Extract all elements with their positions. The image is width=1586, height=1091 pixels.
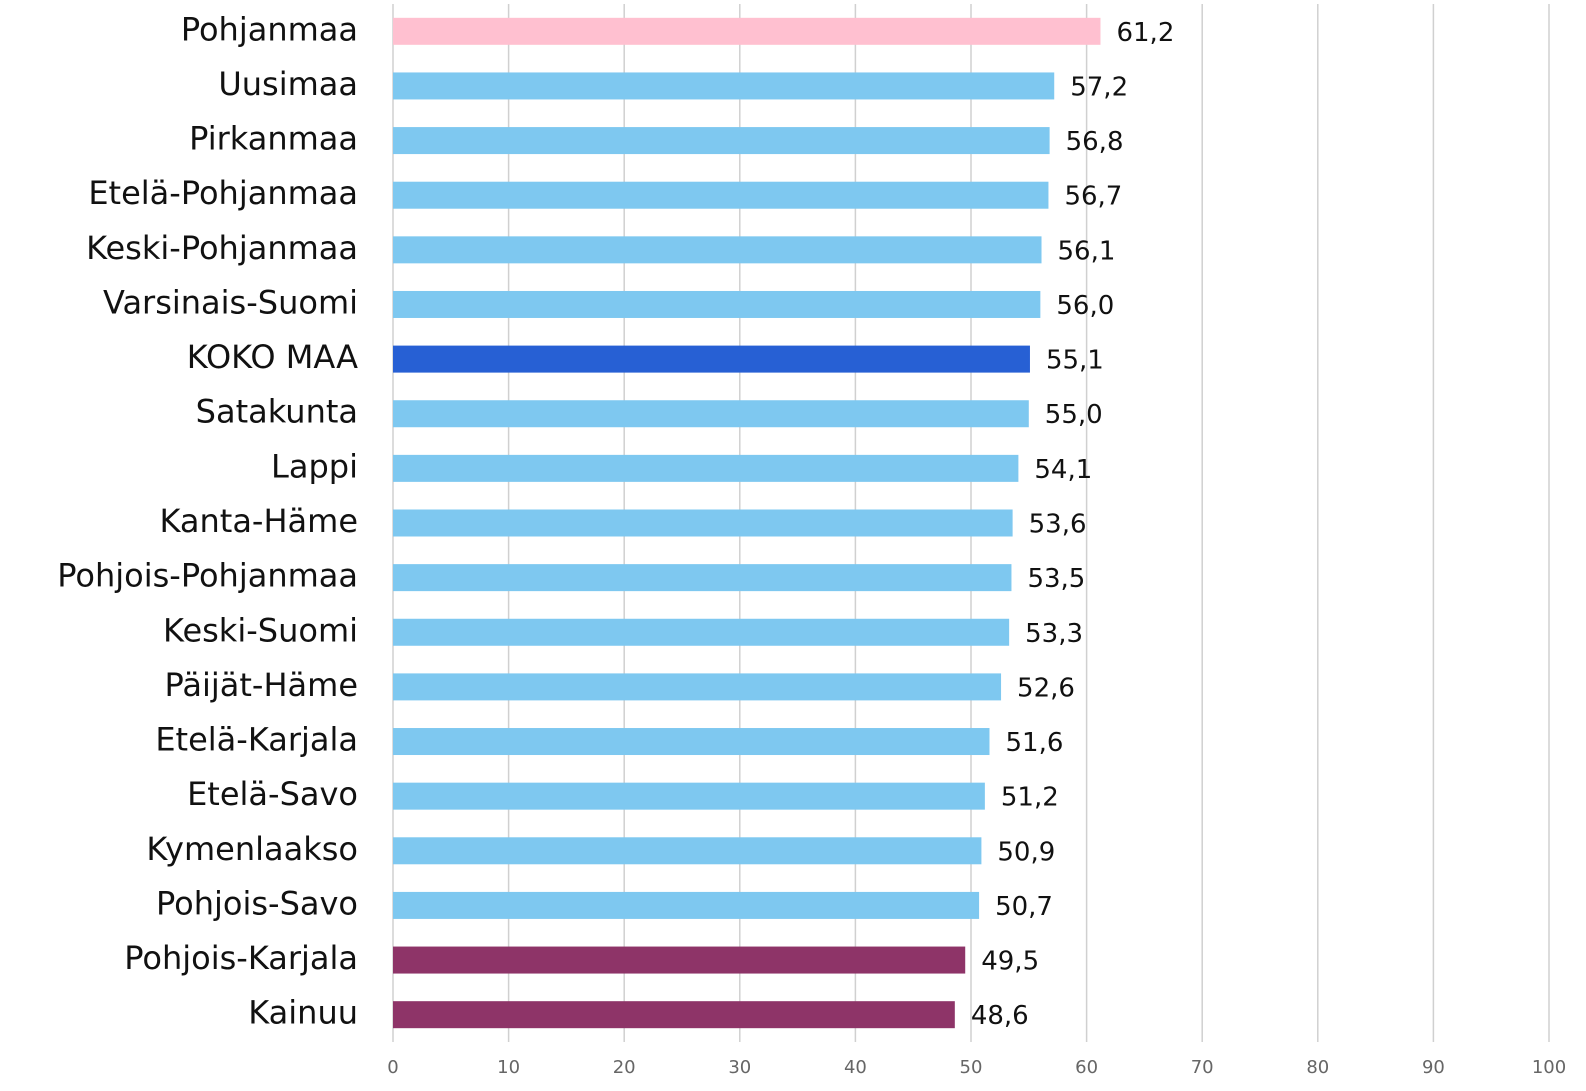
x-tick-label: 100 [1532,1057,1566,1078]
y-tick-label: Päijät-Häme [165,666,358,704]
x-tick-label: 90 [1422,1057,1445,1078]
value-label: 48,6 [971,1001,1029,1031]
y-tick-label: Pohjanmaa [181,10,358,48]
bar [393,891,980,919]
value-label: 56,1 [1058,236,1116,266]
bar [393,454,1019,482]
x-tick-label: 80 [1306,1057,1329,1078]
bar [393,400,1029,428]
y-tick-label: Keski-Suomi [163,611,358,649]
value-label: 52,6 [1017,673,1075,703]
y-tick-label: Etelä-Karjala [155,721,358,759]
value-label: 56,8 [1066,127,1124,157]
bar [393,72,1055,100]
y-tick-label: Satakunta [196,393,358,431]
bar [393,1001,955,1029]
x-tick-label: 10 [497,1057,520,1078]
bar [393,127,1050,155]
y-tick-label: Etelä-Savo [187,775,358,813]
bar [393,673,1002,701]
value-label: 56,0 [1056,291,1114,321]
value-label: 53,3 [1025,619,1083,649]
value-label: 50,7 [995,892,1053,922]
y-tick-label: Kymenlaakso [146,830,358,868]
value-label: 57,2 [1070,72,1128,102]
x-tick-label: 40 [844,1057,867,1078]
y-tick-label: Pohjois-Savo [156,884,358,922]
value-label: 61,2 [1116,18,1174,48]
x-tick-label: 50 [960,1057,983,1078]
value-label: 49,5 [981,947,1039,977]
y-tick-label: Uusimaa [218,65,358,103]
value-label: 51,2 [1001,783,1059,813]
y-tick-label: Varsinais-Suomi [103,283,358,321]
y-tick-label: Pirkanmaa [189,120,358,158]
bar [393,181,1049,209]
bar [393,728,990,756]
x-tick-label: 0 [387,1057,398,1078]
bar [393,782,985,810]
y-tick-label: Kanta-Häme [159,502,358,540]
x-tick-label: 60 [1075,1057,1098,1078]
x-tick-label: 30 [728,1057,751,1078]
bar [393,290,1041,318]
bar [393,618,1010,646]
value-label: 55,0 [1045,400,1103,430]
y-tick-label: Pohjois-Karjala [124,939,358,977]
value-label: 54,1 [1034,455,1092,485]
value-label: 51,6 [1005,728,1063,758]
y-tick-label: KOKO MAA [187,338,358,376]
y-tick-label: Etelä-Pohjanmaa [88,174,358,212]
y-tick-label: Pohjois-Pohjanmaa [57,557,358,595]
value-label: 56,7 [1064,182,1122,212]
bar [393,236,1042,264]
x-tick-label: 70 [1191,1057,1214,1078]
bar [393,17,1101,45]
bar [393,345,1030,373]
bar [393,509,1013,537]
value-label: 50,9 [997,837,1055,867]
value-label: 55,1 [1046,346,1104,376]
value-label: 53,6 [1029,510,1087,540]
x-tick-label: 20 [613,1057,636,1078]
y-tick-label: Keski-Pohjanmaa [86,229,358,267]
value-label: 53,5 [1027,564,1085,594]
bar [393,564,1012,592]
y-tick-label: Lappi [271,447,358,485]
bar [393,946,966,974]
bar [393,837,982,865]
y-tick-label: Kainuu [248,994,358,1032]
